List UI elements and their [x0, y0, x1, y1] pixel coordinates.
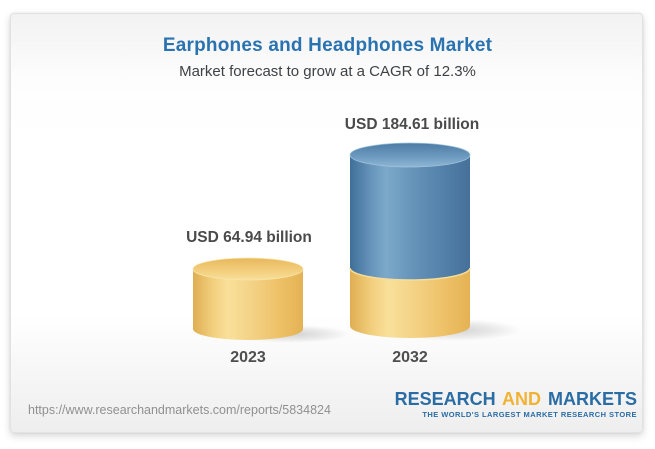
chart-card — [10, 13, 643, 433]
bar-2023-category-label: 2023 — [230, 349, 266, 366]
logo-word-research: RESEARCH — [394, 389, 496, 409]
logo-word-and: AND — [501, 389, 541, 409]
bar-2032-base-segment — [350, 268, 470, 338]
chart-subtitle: Market forecast to grow at a CAGR of 12.… — [179, 63, 476, 80]
logo-tagline: THE WORLD'S LARGEST MARKET RESEARCH STOR… — [422, 410, 637, 419]
logo-word-markets: MARKETS — [548, 389, 637, 409]
bar-2032-segment-boundary — [349, 267, 471, 281]
bar-2023-cylinder — [192, 257, 304, 340]
chart-title: Earphones and Headphones Market — [162, 35, 493, 56]
bar-2032-category-label: 2032 — [392, 349, 428, 366]
bar-2023-body — [193, 269, 303, 340]
bar-2023-value-label: USD 64.94 billion — [186, 229, 312, 246]
bar-2032-growth-segment — [350, 155, 470, 280]
bar-2032-value-label: USD 184.61 billion — [344, 116, 480, 133]
report-url: https://www.researchandmarkets.com/repor… — [28, 403, 331, 417]
bar-2032-top-face — [349, 142, 471, 168]
bar-2023-top-face — [192, 257, 304, 281]
logo-wordmark: RESEARCH AND MARKETS — [395, 390, 637, 408]
research-and-markets-logo: RESEARCH AND MARKETS THE WORLD'S LARGEST… — [395, 390, 637, 419]
bar-2032-cylinder — [349, 142, 471, 338]
